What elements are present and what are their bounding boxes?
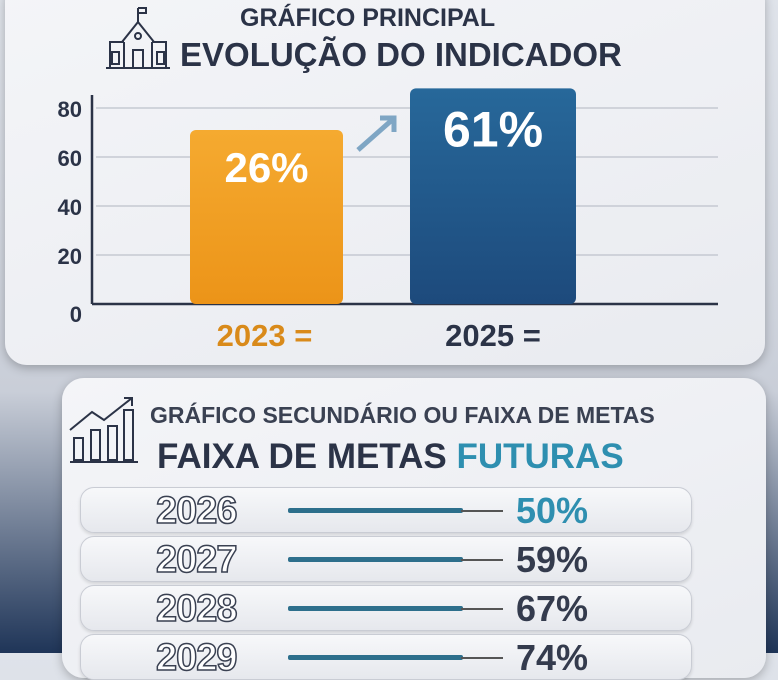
y-tick-label: 40 [58, 195, 82, 220]
goal-value: 74% [516, 637, 589, 678]
x-category-label: 2025 = [445, 318, 541, 353]
goal-value: 67% [516, 588, 589, 629]
y-tick-label: 20 [58, 244, 82, 269]
goal-value: 50% [516, 490, 589, 531]
y-tick-label: 60 [58, 146, 82, 171]
y-tick-label: 80 [58, 97, 82, 122]
goal-row: 2028 67% [80, 585, 692, 631]
arrow-up-icon [356, 115, 397, 152]
x-category-label: 2023 = [217, 318, 313, 353]
goal-year: 2029 [155, 636, 238, 680]
goal-year: 2027 [155, 538, 238, 582]
growth-chart-icon [69, 397, 138, 463]
school-icon [106, 7, 170, 69]
goal-year: 2028 [155, 587, 238, 631]
secondary-title-b: FUTURAS [456, 437, 624, 476]
secondary-title-a: FAIXA DE METAS [157, 437, 457, 476]
bar-data-label: 61% [443, 101, 543, 157]
goal-line [288, 557, 463, 562]
goal-line-thin [461, 510, 503, 512]
y-tick-label: 0 [70, 302, 82, 327]
goal-value: 59% [516, 539, 589, 580]
bar-data-label: 26% [224, 144, 308, 191]
secondary-subtitle: GRÁFICO SECUNDÁRIO OU FAIXA DE METAS [150, 402, 655, 428]
goal-row: 2026 50% [80, 487, 692, 533]
goal-line [288, 655, 463, 660]
goal-line-thin [461, 559, 503, 561]
secondary-title: FAIXA DE METAS FUTURAS [157, 437, 624, 477]
goal-year: 2026 [155, 489, 238, 533]
goal-line [288, 508, 463, 513]
goal-row: 2029 74% [80, 634, 692, 680]
chart-title: EVOLUÇÃO DO INDICADOR [180, 36, 622, 73]
chart-subtitle: GRÁFICO PRINCIPAL [240, 4, 496, 32]
bar-chart: 0 20 40 60 80 26% 2023 = 61% 2025 = [58, 88, 718, 353]
goal-row: 2027 59% [80, 536, 692, 582]
goal-line-thin [461, 608, 503, 610]
icons-layer: 0 20 40 60 80 26% 2023 = 61% 2025 = [58, 7, 718, 463]
goal-line [288, 606, 463, 611]
goal-line-thin [461, 657, 503, 659]
bar-2023 [190, 130, 343, 304]
bar-2025 [410, 88, 576, 305]
